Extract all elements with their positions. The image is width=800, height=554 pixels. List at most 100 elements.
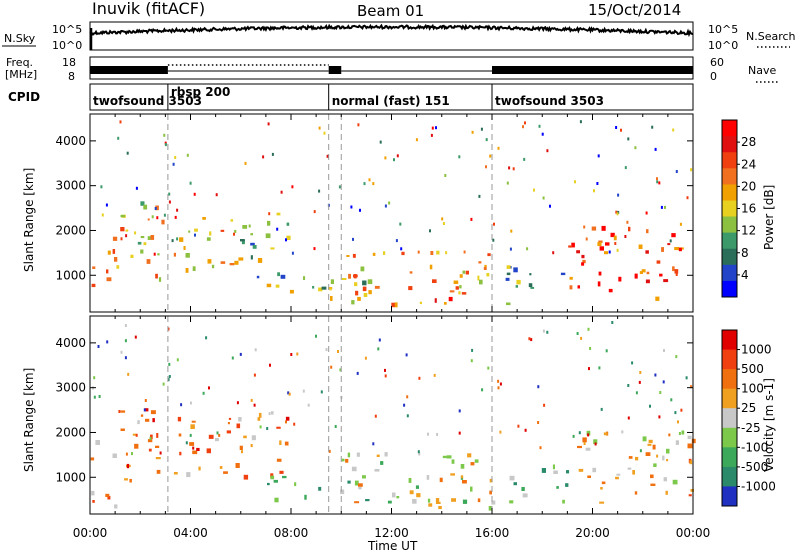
ytick-label: 1000 [55, 470, 86, 484]
echo-cell [672, 266, 675, 272]
echo-cell [616, 212, 619, 216]
echo-cell [155, 273, 158, 279]
echo-cell [458, 409, 461, 413]
echo-cell [276, 458, 282, 462]
nave-label: Nave [748, 64, 776, 77]
echo-cell [328, 449, 331, 453]
echo-cell [313, 210, 316, 214]
colorbar-swatch [722, 408, 737, 429]
echo-cell [509, 475, 515, 481]
echo-cell [234, 229, 237, 233]
freq-band [492, 66, 693, 74]
echo-cell [522, 125, 524, 129]
echo-cell [143, 242, 147, 246]
echo-cell [441, 217, 444, 221]
echo-cell [318, 486, 322, 491]
echo-cell [537, 385, 540, 389]
echo-cell [526, 247, 529, 251]
echo-cell [134, 335, 137, 339]
echo-cell [489, 154, 492, 158]
echo-cell [427, 498, 431, 503]
echo-cell [194, 228, 198, 232]
echo-cell [207, 259, 212, 264]
freq-trace [90, 64, 693, 74]
echo-cell [206, 237, 211, 241]
echo-cell [114, 504, 118, 509]
echo-cell [659, 391, 662, 394]
nsky-tick-top-left: 10^5 [52, 23, 82, 36]
echo-cell [458, 155, 461, 159]
echo-cell [542, 329, 545, 333]
echo-cell [356, 371, 359, 375]
echo-cell [190, 424, 195, 429]
echo-cell [533, 188, 535, 192]
echo-cell [445, 251, 448, 255]
echo-cell [172, 162, 175, 166]
echo-cell [202, 391, 205, 395]
echo-cell [492, 238, 495, 242]
echo-cell [144, 399, 147, 402]
ytick-label: 4000 [55, 336, 86, 350]
colorbar-tick-label: 16 [741, 202, 756, 216]
echo-cell [218, 433, 221, 437]
echo-cell [387, 500, 392, 504]
echo-cell [119, 120, 122, 124]
echo-cell [617, 193, 620, 197]
echo-cell [658, 181, 661, 185]
beam-title: Beam 01 [357, 2, 424, 20]
echo-cell [363, 182, 366, 186]
echo-cell [524, 121, 526, 125]
echo-cell [485, 165, 487, 169]
echo-cell [477, 275, 480, 281]
echo-cell [581, 262, 585, 266]
echo-cell [585, 447, 591, 451]
echo-cell [341, 458, 345, 462]
echo-cell [125, 234, 128, 238]
echo-cell [645, 452, 651, 456]
echo-cell [506, 302, 511, 306]
echo-cell [315, 334, 317, 338]
echo-cell [506, 181, 509, 185]
echo-cell [666, 448, 670, 454]
echo-cell [101, 213, 104, 217]
echo-cell [284, 441, 289, 446]
colorbar-tick-label: -25 [741, 421, 761, 435]
echo-cell [124, 478, 128, 481]
colorbar-tick-label: -1000 [741, 479, 776, 493]
echo-cell [628, 456, 633, 459]
echo-cell [267, 122, 270, 126]
echo-cell [635, 456, 639, 461]
echo-cell [430, 133, 433, 137]
echo-cell [471, 130, 474, 134]
echo-cell [220, 229, 225, 232]
echo-cell [577, 445, 582, 449]
echo-cell [436, 250, 440, 255]
echo-cell [660, 205, 663, 209]
echo-cell [293, 422, 296, 426]
echo-cell [674, 269, 679, 274]
echo-cell [276, 212, 281, 216]
echo-cell [112, 236, 118, 241]
echo-cell [650, 483, 656, 486]
nsky-tick-top-right: 10^5 [708, 23, 738, 36]
echo-cell [374, 285, 380, 289]
echo-cell [667, 243, 671, 246]
echo-cell [405, 353, 408, 357]
cpid-label: CPID [8, 90, 40, 104]
echo-cell [291, 251, 294, 255]
echo-cell [552, 251, 555, 255]
echo-cell [303, 276, 306, 280]
echo-cell [257, 258, 263, 263]
echo-cell [593, 189, 595, 193]
echo-cell [189, 442, 195, 446]
echo-cell [248, 224, 251, 228]
echo-cell [442, 222, 445, 225]
echo-cell [461, 292, 467, 295]
echo-cell [417, 250, 420, 254]
echo-cell [185, 441, 188, 445]
echo-cell [470, 359, 473, 363]
echo-cell [359, 208, 361, 212]
echo-cell [100, 185, 103, 189]
echo-cell [621, 430, 624, 434]
